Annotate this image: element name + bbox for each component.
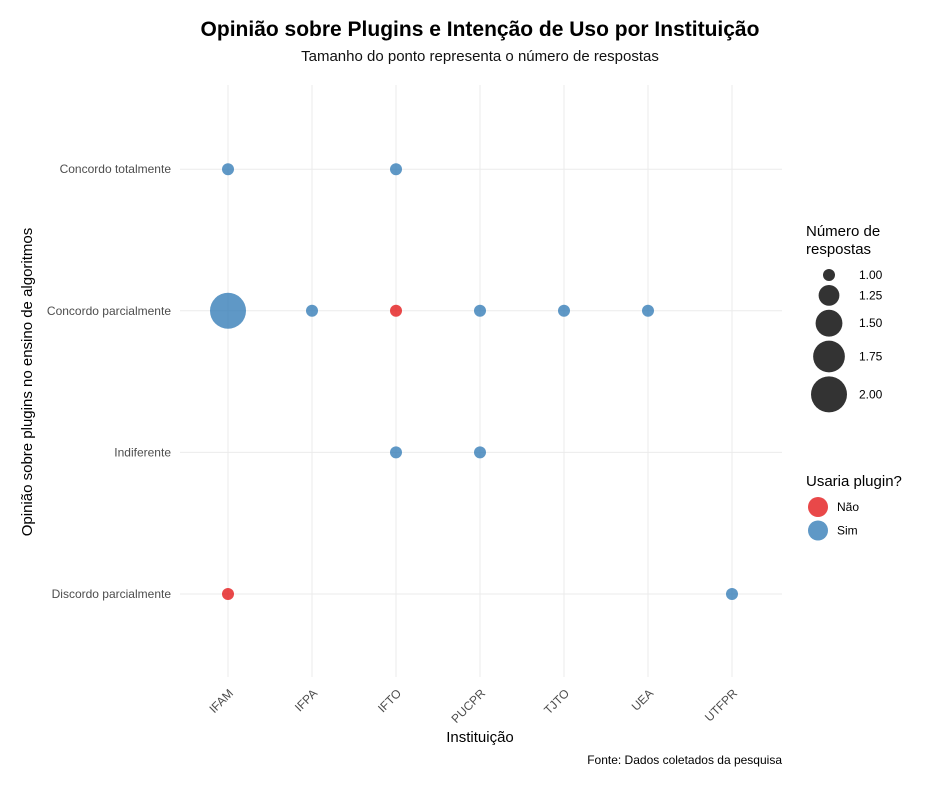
data-point-ifto-sim xyxy=(390,163,402,176)
size-legend-label: 1.75 xyxy=(859,349,883,363)
legend: Número de respostas 1.00 1.25 1.50 1.75 2.00… xyxy=(806,223,902,541)
chart-title: Opinião sobre Plugins e Intenção de Uso … xyxy=(201,18,760,41)
chart-subtitle: Tamanho do ponto representa o número de … xyxy=(301,48,659,65)
x-tick-label: IFTO xyxy=(375,686,404,715)
color-legend-items: Não Sim xyxy=(808,497,859,541)
y-axis-tick-labels: Discordo parcialmente Indiferente Concordo… xyxy=(47,162,171,601)
data-point-pucpr-sim xyxy=(474,304,486,317)
color-legend-key-sim xyxy=(808,520,828,541)
size-legend-key xyxy=(815,309,843,337)
x-tick-label: UEA xyxy=(629,686,656,713)
size-legend-label: 1.50 xyxy=(859,316,883,330)
y-tick-label: Discordo parcialmente xyxy=(52,587,172,601)
x-tick-label: TJTO xyxy=(541,686,572,717)
y-tick-label: Indiferente xyxy=(114,445,171,459)
chart-caption: Fonte: Dados coletados da pesquisa xyxy=(587,753,782,767)
x-axis-label: Instituição xyxy=(446,729,514,746)
data-point-uea-sim xyxy=(642,304,654,317)
size-legend-title-line2: respostas xyxy=(806,241,871,258)
y-tick-label: Concordo parcialmente xyxy=(47,304,171,318)
data-point-ifto-não xyxy=(390,304,402,317)
data-point-tjto-sim xyxy=(558,304,570,317)
data-point-ifto-sim xyxy=(390,446,402,459)
size-legend-key xyxy=(818,285,840,306)
data-point-ifam-não xyxy=(222,588,234,600)
data-point-ifpa-sim xyxy=(306,304,318,317)
grid-lines xyxy=(180,85,782,677)
size-legend-items: 1.00 1.25 1.50 1.75 2.00 xyxy=(811,268,883,413)
data-point-ifam-sim xyxy=(210,292,246,329)
color-legend-key-nao xyxy=(808,497,828,517)
size-legend-label: 1.00 xyxy=(859,268,883,282)
y-tick-label: Concordo totalmente xyxy=(60,162,172,176)
data-point-pucpr-sim xyxy=(474,446,486,459)
data-points xyxy=(210,163,738,600)
data-point-utfpr-sim xyxy=(726,588,738,600)
size-legend-key xyxy=(813,340,845,373)
x-tick-label: IFAM xyxy=(206,686,236,716)
size-legend-label: 2.00 xyxy=(859,387,883,401)
color-legend-label: Não xyxy=(837,500,859,514)
color-legend-title: Usaria plugin? xyxy=(806,473,902,490)
x-axis-tick-labels: IFAM IFPA IFTO PUCPR TJTO UEA UTFPR xyxy=(206,686,740,726)
size-legend-key xyxy=(811,376,847,413)
data-point-ifam-sim xyxy=(222,163,234,176)
y-axis-label: Opinião sobre plugins no ensino de algor… xyxy=(19,228,36,537)
color-legend-label: Sim xyxy=(837,524,858,538)
x-tick-label: UTFPR xyxy=(702,686,740,724)
x-tick-label: IFPA xyxy=(292,686,320,714)
x-tick-label: PUCPR xyxy=(449,686,489,726)
size-legend-label: 1.25 xyxy=(859,288,883,302)
size-legend-key xyxy=(823,269,835,281)
size-legend-title-line1: Número de xyxy=(806,223,880,240)
